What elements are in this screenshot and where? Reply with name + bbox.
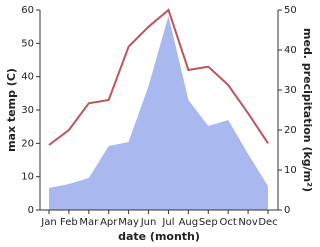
x-tick-label: Jul (161, 217, 174, 228)
x-axis-title: date (month) (118, 230, 200, 243)
y-tick-label: 10 (21, 172, 34, 183)
line (48, 8, 269, 146)
x-tick-label: Feb (60, 217, 78, 228)
y2-tick-label: 30 (284, 85, 297, 96)
x-tick-label: May (118, 217, 139, 228)
area (49, 16, 268, 210)
x-tick-label: Apr (100, 217, 118, 228)
y-tick-label: 40 (21, 72, 34, 83)
x-tick-label: Mar (79, 217, 99, 228)
y2-tick-label: 10 (284, 165, 297, 176)
y-axis-title: max temp (C) (5, 68, 18, 152)
y-tick-label: 0 (28, 205, 34, 216)
y-tick-label: 50 (21, 38, 34, 49)
x-tick-label: Oct (220, 217, 237, 228)
y-tick-label: 60 (21, 5, 34, 16)
x-tick-label: Jun (140, 217, 157, 228)
x-tick-label: Jan (40, 217, 56, 228)
x-tick-label: Dec (258, 217, 277, 228)
y2-tick-label: 40 (284, 45, 297, 56)
x-tick-label: Aug (179, 217, 199, 228)
y2-tick-label: 20 (284, 125, 297, 136)
y-tick-label: 20 (21, 138, 34, 149)
y2-tick-label: 50 (284, 5, 297, 16)
y2-axis-title: med. precipitation (kg/m²) (301, 28, 314, 192)
y2-tick-label: 0 (284, 205, 290, 216)
x-tick-label: Sep (199, 217, 218, 228)
y-tick-label: 30 (21, 105, 34, 116)
x-tick-label: Nov (238, 217, 258, 228)
